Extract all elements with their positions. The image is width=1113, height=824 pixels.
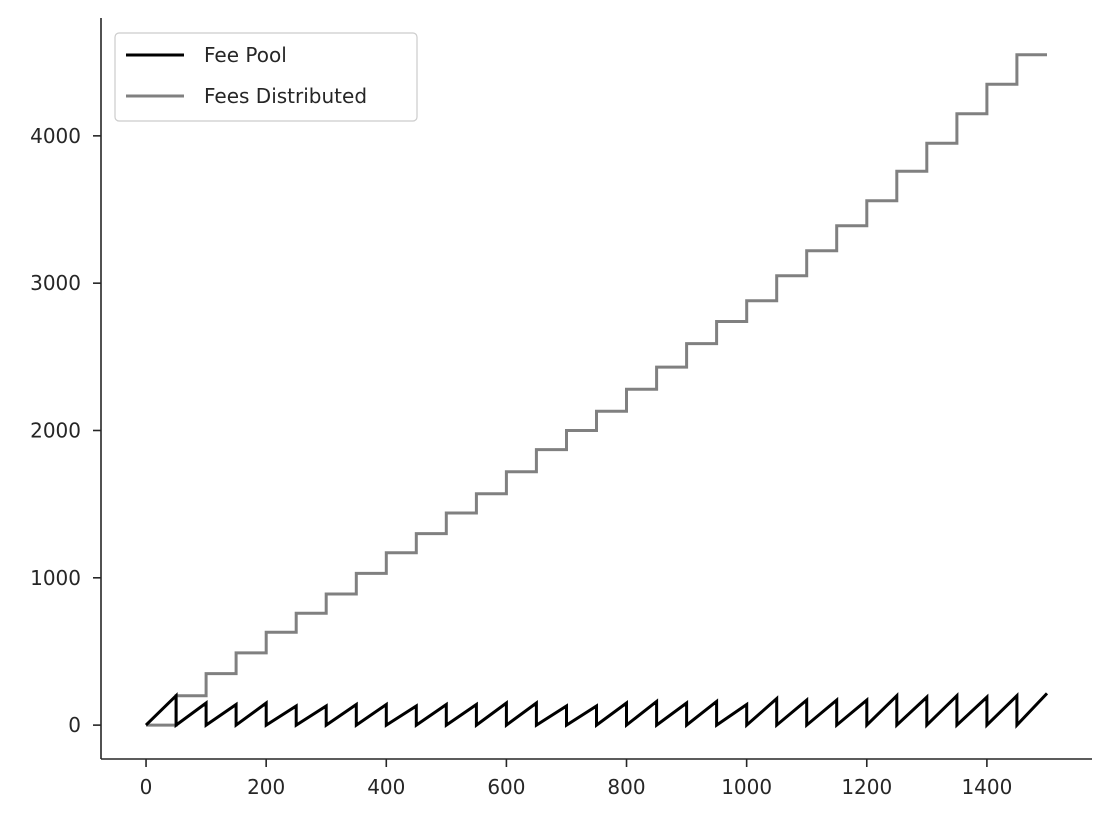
x-tick-label: 0 bbox=[140, 775, 153, 799]
x-tick-label: 600 bbox=[487, 775, 525, 799]
y-tick-label: 3000 bbox=[30, 271, 81, 295]
series-line-fees-distributed bbox=[146, 53, 1047, 727]
legend-label-fee-pool: Fee Pool bbox=[204, 43, 287, 67]
y-tick-label: 1000 bbox=[30, 566, 81, 590]
y-ticks: 0 1000 2000 3000 4000 bbox=[30, 124, 101, 737]
x-tick-label: 200 bbox=[247, 775, 285, 799]
x-tick-label: 1200 bbox=[841, 775, 892, 799]
x-tick-label: 1000 bbox=[721, 775, 772, 799]
x-tick-label: 800 bbox=[607, 775, 645, 799]
x-tick-label: 400 bbox=[367, 775, 405, 799]
legend-frame bbox=[114, 32, 418, 122]
axes bbox=[100, 18, 1092, 760]
y-tick-label: 0 bbox=[68, 713, 81, 737]
x-ticks: 0 200 400 600 800 1000 1200 1400 bbox=[140, 759, 1012, 799]
legend-label-fees-distributed: Fees Distributed bbox=[204, 84, 367, 108]
series-line-fee-pool bbox=[144, 692, 1049, 729]
x-tick-label: 1400 bbox=[961, 775, 1012, 799]
y-tick-label: 2000 bbox=[30, 418, 81, 442]
y-tick-label: 4000 bbox=[30, 124, 81, 148]
legend: Fee Pool Fees Distributed bbox=[114, 32, 418, 122]
plot-lines bbox=[144, 53, 1049, 729]
